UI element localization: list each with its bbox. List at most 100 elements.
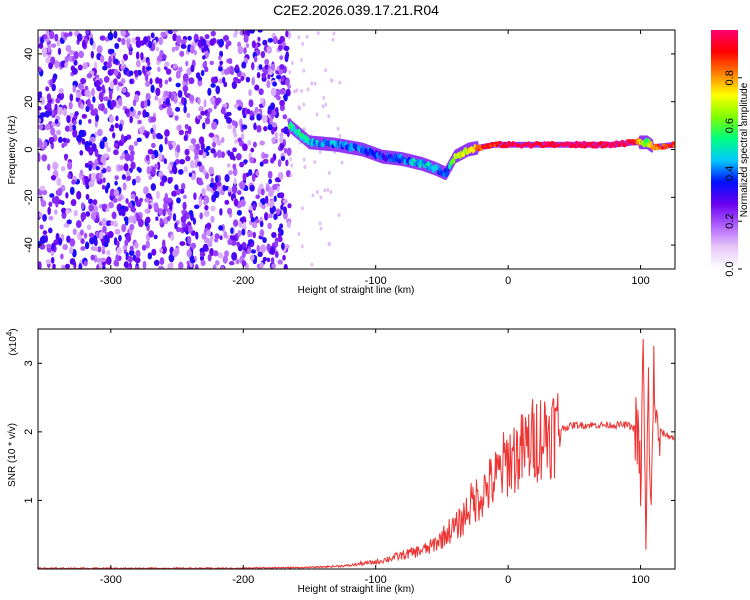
spectrogram-noise-blob bbox=[94, 158, 99, 167]
spectrogram-noise-blob bbox=[267, 123, 273, 131]
spectrogram-noise-blob bbox=[155, 46, 160, 52]
spectrogram-noise-blob bbox=[249, 30, 255, 34]
spectrogram-noise-blob bbox=[262, 237, 267, 244]
spectrogram-noise-blob bbox=[234, 103, 239, 109]
spectrogram-noise-blob bbox=[49, 193, 55, 198]
spectrogram-noise-blob bbox=[128, 70, 134, 76]
spectrogram-noise-blob bbox=[95, 165, 100, 171]
spectrogram-noise-blob bbox=[99, 164, 104, 170]
spectrogram-noise-blob bbox=[246, 108, 251, 115]
spectrogram-noise-blob bbox=[330, 78, 334, 83]
spectrogram-noise-blob bbox=[328, 241, 332, 246]
spectrogram-noise-blob bbox=[239, 161, 245, 168]
spectrogram-noise-blob bbox=[133, 140, 139, 147]
spectrogram-noise-blob bbox=[64, 61, 68, 69]
spectrogram-noise-blob bbox=[246, 30, 251, 37]
spectrogram-noise-blob bbox=[119, 155, 124, 160]
spectrogram-noise-blob bbox=[88, 164, 93, 172]
spectrogram-noise-blob bbox=[133, 70, 139, 75]
spectrogram-noise-blob bbox=[195, 143, 200, 151]
spectrogram-noise-blob bbox=[261, 114, 268, 124]
spectrogram-noise-blob bbox=[164, 79, 169, 85]
spectrogram-noise-blob bbox=[248, 89, 252, 97]
spectrogram-noise-blob bbox=[267, 73, 271, 80]
spectrogram-noise-blob bbox=[247, 248, 252, 254]
spectrogram-noise-blob bbox=[233, 132, 238, 138]
spectrogram-noise-blob bbox=[211, 136, 218, 142]
spectrogram-noise-blob bbox=[261, 72, 267, 79]
spectrogram-noise-blob bbox=[120, 208, 126, 217]
spectrogram-noise-blob bbox=[146, 60, 151, 67]
spectrogram-noise-blob bbox=[95, 79, 101, 87]
spectrogram-noise-blob bbox=[288, 70, 292, 75]
signal-point bbox=[574, 145, 578, 149]
spectrogram-noise-blob bbox=[73, 59, 78, 66]
spectrogram-noise-blob bbox=[306, 87, 310, 92]
spectrogram-noise-blob bbox=[61, 264, 66, 269]
spectrogram-noise-blob bbox=[202, 55, 206, 60]
spectrogram-noise-blob bbox=[46, 102, 52, 110]
spectrogram-noise-blob bbox=[135, 51, 140, 60]
spectrogram-noise-blob bbox=[113, 149, 119, 156]
spectrogram-noise-blob bbox=[232, 219, 239, 227]
spectrogram-noise-blob bbox=[144, 132, 149, 139]
spectrogram-noise-blob bbox=[245, 43, 250, 48]
spectrogram-noise-blob bbox=[190, 138, 197, 145]
spectrogram-noise-blob bbox=[71, 55, 76, 62]
spectrogram-noise-blob bbox=[182, 201, 187, 211]
spectrogram-noise-blob bbox=[56, 177, 62, 187]
spectrogram-noise-blob bbox=[150, 32, 155, 39]
spectrogram-noise-blob bbox=[256, 244, 261, 253]
spectrogram-noise-blob bbox=[51, 83, 56, 92]
spectrogram-noise-blob bbox=[268, 178, 272, 184]
signal-point bbox=[542, 144, 546, 148]
snr-y-label: SNR (10 * v/v) bbox=[7, 423, 18, 487]
spectrogram-noise-blob bbox=[101, 84, 105, 92]
spectrogram-noise-blob bbox=[90, 254, 95, 261]
spectrogram-noise-blob bbox=[175, 227, 182, 233]
spectrogram-noise-blob bbox=[115, 254, 119, 263]
spectrogram-noise-blob bbox=[66, 235, 71, 243]
spectrogram-noise-blob bbox=[215, 85, 221, 95]
spectrogram-noise-blob bbox=[197, 97, 201, 105]
signal-point bbox=[652, 146, 656, 150]
spectrogram-noise-blob bbox=[89, 136, 96, 143]
spectrogram-noise-blob bbox=[204, 117, 211, 125]
spectrogram-noise-blob bbox=[220, 190, 225, 196]
spectrogram-noise-blob bbox=[55, 97, 61, 104]
spectrogram-noise-blob bbox=[38, 42, 44, 49]
spectrogram-noise-blob bbox=[263, 211, 269, 221]
spectrogram-noise-blob bbox=[249, 254, 255, 261]
spectrogram-noise-blob bbox=[84, 241, 90, 250]
spectrogram-noise-blob bbox=[200, 38, 207, 47]
spectrogram-noise-blob bbox=[124, 153, 131, 162]
spectrogram-noise-blob bbox=[92, 96, 96, 103]
spectrogram-noise-blob bbox=[273, 195, 277, 202]
spectrogram-noise-blob bbox=[279, 64, 285, 70]
spectrogram-noise-blob bbox=[285, 30, 289, 38]
spectrogram-noise-blob bbox=[98, 92, 104, 101]
spectrogram-noise-blob bbox=[50, 250, 55, 257]
spectrogram-noise-blob bbox=[282, 198, 288, 204]
spectrogram-noise-blob bbox=[57, 187, 63, 197]
spectrogram-noise-blob bbox=[51, 242, 55, 252]
spectrogram-noise-blob bbox=[338, 80, 342, 85]
spectrogram-noise-blob bbox=[146, 99, 151, 107]
spectrogram-noise-blob bbox=[203, 99, 207, 108]
spectrogram-noise-blob bbox=[51, 110, 55, 117]
spectrogram-noise-blob bbox=[144, 197, 150, 203]
signal-point bbox=[595, 145, 599, 149]
spectrogram-noise-blob bbox=[209, 60, 215, 66]
spectrogram-noise-blob bbox=[180, 182, 186, 190]
spectrogram-noise-blob bbox=[99, 55, 105, 63]
spectrogram-noise-blob bbox=[144, 208, 149, 214]
spectrogram-noise-blob bbox=[229, 151, 235, 161]
spectrogram-noise-blob bbox=[57, 237, 63, 246]
snr-line bbox=[38, 338, 675, 569]
spectrogram-noise-blob bbox=[100, 257, 107, 263]
spectrogram-noise-blob bbox=[182, 194, 187, 200]
spectrogram-noise-blob bbox=[284, 54, 289, 63]
spectrogram-noise-blob bbox=[148, 204, 152, 210]
spectrogram-noise-blob bbox=[249, 184, 255, 192]
snr-x-ticks: -300 -200 -100 0 100 bbox=[100, 329, 650, 586]
